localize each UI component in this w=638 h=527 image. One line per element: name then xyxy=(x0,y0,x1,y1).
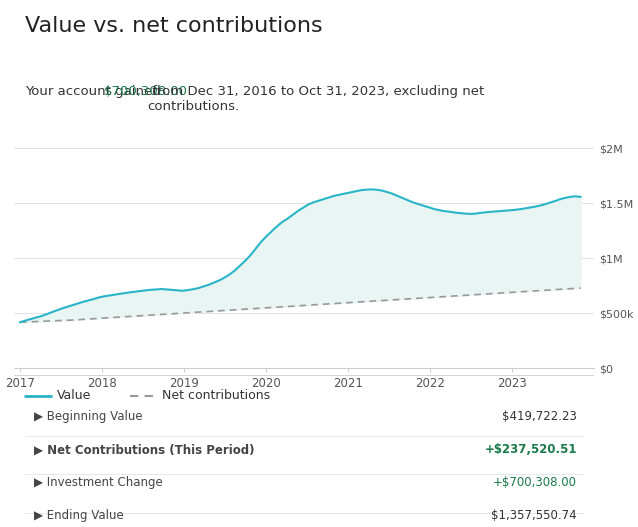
Text: +$237,520.51: +$237,520.51 xyxy=(484,443,577,456)
Text: Value: Value xyxy=(57,389,91,402)
Text: from Dec 31, 2016 to Oct 31, 2023, excluding net
contributions.: from Dec 31, 2016 to Oct 31, 2023, exclu… xyxy=(147,85,484,113)
Text: ▶ Net Contributions (This Period): ▶ Net Contributions (This Period) xyxy=(34,443,255,456)
Text: ▶ Investment Change: ▶ Investment Change xyxy=(34,476,163,489)
Text: $700,308.00: $700,308.00 xyxy=(104,85,188,98)
Text: $1,357,550.74: $1,357,550.74 xyxy=(491,509,577,522)
Text: +$700,308.00: +$700,308.00 xyxy=(493,476,577,489)
Text: ▶ Beginning Value: ▶ Beginning Value xyxy=(34,411,142,423)
Text: ▶ Ending Value: ▶ Ending Value xyxy=(34,509,124,522)
Text: Your account gained: Your account gained xyxy=(25,85,165,98)
Text: $419,722.23: $419,722.23 xyxy=(502,411,577,423)
Text: Value vs. net contributions: Value vs. net contributions xyxy=(25,16,323,36)
Text: Net contributions: Net contributions xyxy=(161,389,270,402)
